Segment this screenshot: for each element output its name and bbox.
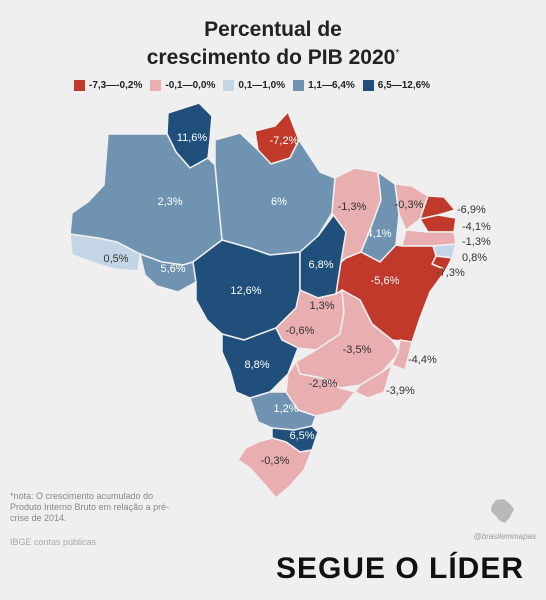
label-espirito-santo: -4,4% [408, 354, 437, 366]
label-alagoas: 0,8% [462, 252, 487, 264]
state-acre [69, 233, 141, 272]
label-amapa: -7,2% [270, 135, 299, 147]
title-line-2-text: crescimento do PIB 2020 [146, 46, 396, 69]
label-paraiba: -4,1% [462, 221, 491, 233]
legend-swatch [150, 80, 162, 91]
legend-label: -7,3—-0,2% [89, 80, 143, 91]
legend-label: 6,5—12,6% [377, 80, 431, 91]
state-rio-grande-do-norte [419, 195, 456, 220]
author-handle: @brasilemmapas [473, 532, 536, 541]
legend-item: 1,1—6,4% [293, 80, 355, 91]
state-rio-de-janeiro [354, 364, 393, 399]
state-rio-grande-do-sul [237, 437, 313, 499]
label-mato-grosso-do-sul: 8,8% [244, 359, 269, 371]
map-labels: 11,6% -7,2% 2,3% 6% 0,5% 5,6% 12,6% 6,8%… [103, 132, 490, 467]
label-maranhao: -1,3% [338, 201, 367, 213]
title-line-2: crescimento do PIB 2020* [0, 42, 546, 70]
brazil-outline-icon [491, 499, 514, 523]
state-mato-grosso-do-sul [221, 327, 299, 399]
legend-label: -0,1—0,0% [165, 80, 216, 91]
source-credit: IBGE contas públicas [10, 537, 97, 547]
legend-item: 6,5—12,6% [362, 80, 431, 91]
label-pernambuco: -1,3% [462, 236, 491, 248]
label-piaui: 4,1% [366, 228, 391, 240]
label-rio-grande-do-sul: -0,3% [261, 455, 290, 467]
label-minas-gerais: -3,5% [343, 344, 372, 356]
label-rio-grande-do-norte: -6,9% [457, 204, 486, 216]
legend-item: -7,3—-0,2% [74, 80, 142, 91]
state-paraiba [419, 214, 457, 233]
footer-caption: SEGUE O LÍDER [275, 552, 524, 585]
legend-swatch [362, 80, 374, 91]
label-rondonia: 5,6% [160, 263, 185, 275]
legend-swatch [293, 80, 305, 91]
legend-item: 0,1—1,0% [223, 80, 285, 91]
legend-swatch [74, 80, 85, 91]
label-tocantins: 6,8% [308, 259, 333, 271]
state-pernambuco [401, 229, 457, 247]
label-sao-paulo: -2,8% [309, 378, 338, 390]
legend-swatch [223, 80, 235, 91]
label-para: 6% [271, 196, 287, 208]
label-santa-catarina: 6,5% [289, 430, 314, 442]
legend-label: 0,1—1,0% [238, 80, 286, 91]
label-ceara: -0,3% [395, 199, 424, 211]
label-parana: 1,2% [273, 403, 298, 415]
map-title: Percentual de crescimento do PIB 2020* [0, 18, 546, 70]
state-parana [249, 391, 317, 431]
footnote: *nota: O crescimento acumulado do Produt… [10, 491, 170, 523]
label-distrito-federal: 1,3% [309, 300, 334, 312]
title-line-1: Percentual de [204, 18, 342, 41]
label-roraima: 11,6% [177, 132, 208, 144]
title-footnote-mark: * [395, 48, 400, 59]
label-bahia: -5,6% [371, 275, 400, 287]
legend-item: -0,1—0,0% [150, 80, 215, 91]
label-mato-grosso: 12,6% [230, 285, 261, 297]
legend-label: 1,1—6,4% [308, 80, 355, 91]
legend: -7,3—-0,2% -0,1—0,0% 0,1—1,0% 1,1—6,4% 6… [74, 80, 494, 91]
state-espirito-santo [391, 339, 413, 371]
label-sergipe: -7,3% [436, 267, 465, 279]
label-goias: -0,6% [286, 325, 315, 337]
label-acre: 0,5% [103, 253, 128, 265]
label-amazonas: 2,3% [157, 196, 182, 208]
label-rio-de-janeiro: -3,9% [386, 385, 415, 397]
